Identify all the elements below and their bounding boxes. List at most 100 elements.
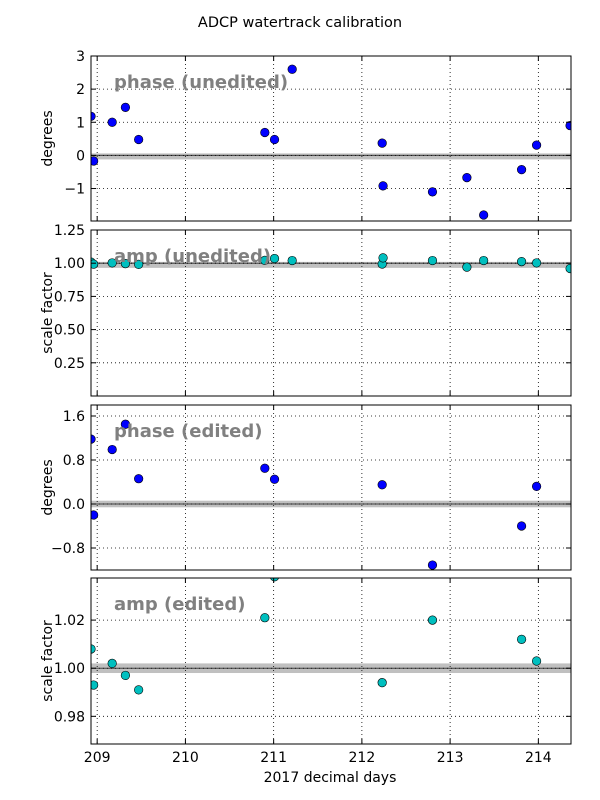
data-point <box>287 64 297 74</box>
data-point <box>134 474 144 484</box>
y-tick-label: 0.98 <box>54 709 85 725</box>
panel-frame <box>90 229 572 397</box>
reference-band <box>91 153 571 160</box>
data-point <box>269 474 280 484</box>
panel-title: phase (edited) <box>114 421 262 442</box>
data-point <box>91 156 99 166</box>
y-tick-label: 2 <box>76 82 85 98</box>
panel-title: amp (edited) <box>114 594 245 615</box>
data-point <box>134 259 144 269</box>
data-point <box>91 680 99 690</box>
x-tick-label: 212 <box>349 750 376 766</box>
y-axis-label: degrees <box>40 459 56 515</box>
data-point <box>107 258 117 268</box>
data-point <box>531 140 542 150</box>
y-tick-label: 0.0 <box>63 497 85 513</box>
panel-frame <box>90 55 572 222</box>
data-point <box>427 255 438 266</box>
y-tick-label: 1.6 <box>63 409 85 425</box>
data-point <box>91 434 96 444</box>
data-point <box>134 134 144 145</box>
data-point <box>427 560 438 570</box>
data-point <box>516 521 527 531</box>
data-point <box>287 255 297 266</box>
data-point <box>479 210 489 220</box>
y-tick-label: 3 <box>76 49 85 65</box>
y-tick-label: 0 <box>76 148 85 164</box>
data-point <box>427 615 438 625</box>
data-point <box>462 262 472 272</box>
panel-title: phase (unedited) <box>114 72 288 93</box>
y-tick-label: 0.8 <box>63 453 85 469</box>
data-point <box>516 165 527 175</box>
data-point <box>269 253 280 264</box>
y-tick-label: 0.75 <box>54 289 85 305</box>
y-tick-label: 1 <box>76 115 85 131</box>
x-axis-label: 2017 decimal days <box>264 770 397 786</box>
plot-area <box>91 405 571 570</box>
data-point <box>107 658 117 669</box>
data-point <box>120 419 131 429</box>
chart-panel-4: amp (edited) 209 210 211 212 213 214 0.98 1.00 1.… <box>40 577 572 766</box>
data-point <box>260 463 270 473</box>
y-tick-label: 0.50 <box>54 323 85 339</box>
data-point <box>120 670 131 681</box>
data-point <box>91 510 99 520</box>
data-point <box>260 613 270 623</box>
y-axis-label: degrees <box>40 110 56 166</box>
data-point <box>107 117 117 127</box>
data-point <box>378 181 388 191</box>
data-point <box>107 444 117 455</box>
data-point <box>378 253 388 263</box>
data-point <box>377 678 387 688</box>
data-point <box>260 255 270 266</box>
data-point <box>120 102 131 112</box>
data-point <box>377 138 387 148</box>
data-point <box>120 258 131 269</box>
data-point <box>134 685 144 695</box>
data-point <box>260 127 270 138</box>
x-tick-label: 211 <box>260 750 287 766</box>
plot-area <box>91 56 571 221</box>
data-point <box>91 644 96 654</box>
y-tick-label: −0.8 <box>51 541 85 557</box>
data-point <box>479 255 489 266</box>
panel-frame <box>90 577 572 745</box>
data-point <box>516 634 527 644</box>
data-point <box>91 259 99 269</box>
data-point <box>377 480 387 490</box>
y-axis-label: scale factor <box>40 272 56 354</box>
reference-band <box>91 261 571 268</box>
plot-area <box>91 230 571 396</box>
data-point <box>516 257 527 267</box>
panel-title: amp (unedited) <box>114 246 271 267</box>
x-tick-label: 214 <box>525 750 552 766</box>
chart-panel-2: amp (unedited) 0.25 0.50 0.75 1.00 1.25 scale … <box>40 223 572 397</box>
y-tick-label: 0.25 <box>54 356 85 372</box>
chart-panel-1: phase (unedited) −1 0 1 2 3 degrees <box>40 49 572 222</box>
data-point <box>531 656 542 666</box>
y-tick-label: 1.00 <box>54 661 85 677</box>
panel-frame <box>90 404 572 571</box>
data-point <box>565 120 571 131</box>
data-point <box>269 134 280 145</box>
data-point <box>531 258 542 268</box>
y-axis-label: scale factor <box>40 620 56 702</box>
y-tick-label: −1 <box>64 182 85 198</box>
y-tick-label: 1.25 <box>54 223 85 239</box>
panels: phase (unedited) −1 0 1 2 3 degrees amp (unedit… <box>40 49 572 766</box>
data-point <box>531 481 542 492</box>
data-point <box>462 172 472 183</box>
y-tick-label: 1.00 <box>54 256 85 272</box>
x-tick-label: 210 <box>172 750 199 766</box>
data-point <box>91 111 96 121</box>
figure-title: ADCP watertrack calibration <box>198 15 402 31</box>
chart-panel-3: phase (edited) −0.8 0.0 0.8 1.6 degrees <box>40 404 572 571</box>
data-point <box>270 578 279 582</box>
data-point <box>565 263 571 274</box>
x-tick-label: 209 <box>84 750 111 766</box>
x-tick-label: 213 <box>437 750 464 766</box>
y-tick-label: 1.02 <box>54 613 85 629</box>
data-point <box>427 187 438 197</box>
